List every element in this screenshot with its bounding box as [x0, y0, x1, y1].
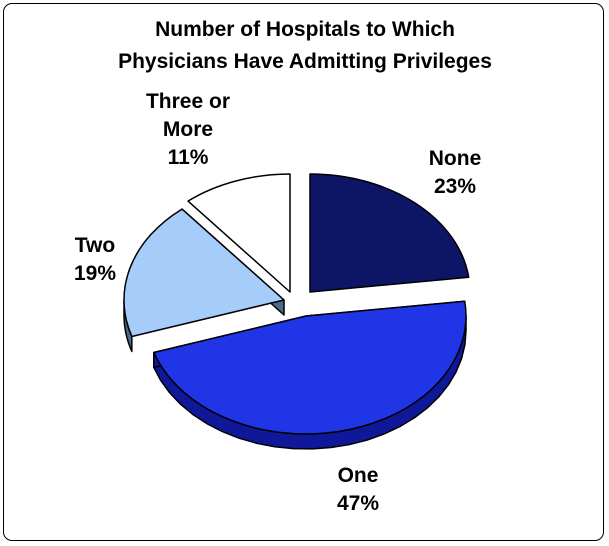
- slice-two: [123, 208, 285, 338]
- slice-label-three-or-more: Three or More 11%: [146, 90, 230, 169]
- slice-label-one: One 47%: [337, 464, 379, 515]
- pie-slices: [123, 173, 470, 435]
- chart-title-line-2: Physicians Have Admitting Privileges: [118, 50, 492, 73]
- chart-title-line-1: Number of Hospitals to Which: [155, 18, 455, 41]
- slice-label-two: Two 19%: [74, 234, 116, 285]
- slice-label-none: None 23%: [429, 147, 482, 198]
- slice-label-line: 47%: [337, 492, 379, 515]
- chart-frame: [3, 3, 604, 541]
- slice-label-line: More: [163, 118, 213, 141]
- slice-labels: None 23% One 47% Two 19% Three or More 11%: [74, 90, 481, 515]
- slice-label-line: Two: [75, 234, 115, 257]
- slice-label-line: Three or: [146, 90, 230, 113]
- slice-none: [309, 173, 470, 293]
- slice-label-line: 11%: [168, 146, 209, 169]
- slice-label-line: 19%: [74, 262, 116, 285]
- chart-title: Number of Hospitals to Which Physicians …: [118, 18, 492, 73]
- slice-label-line: 23%: [434, 175, 476, 198]
- slice-label-line: None: [429, 147, 482, 170]
- slice-label-line: One: [338, 464, 379, 487]
- slice-one: [153, 300, 467, 435]
- slice-three-or-more: [187, 173, 291, 293]
